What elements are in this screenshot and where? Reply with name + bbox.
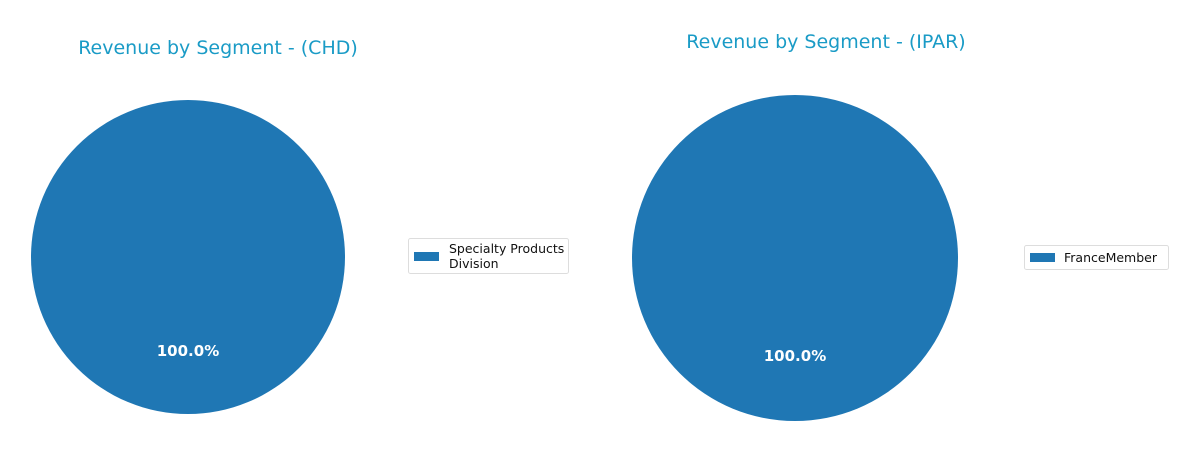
- pie-pct-label: 100.0%: [764, 347, 826, 365]
- pie-chart-chd: Revenue by Segment - (CHD) 100.0% Specia…: [31, 37, 569, 414]
- legend-label: FranceMember: [1064, 250, 1158, 265]
- legend-label: Division: [449, 256, 499, 271]
- legend-label: Specialty Products: [449, 241, 564, 256]
- legend: FranceMember: [1024, 245, 1169, 270]
- chart-title: Revenue by Segment - (CHD): [78, 37, 358, 59]
- pie-pct-label: 100.0%: [157, 342, 219, 360]
- legend-frame: [408, 238, 569, 274]
- legend-frame: [1024, 245, 1169, 270]
- pie: 100.0%: [31, 100, 345, 414]
- legend-swatch: [414, 252, 439, 261]
- legend-swatch: [1030, 253, 1055, 262]
- pie-chart-ipar: Revenue by Segment - (IPAR) 100.0% Franc…: [632, 31, 1169, 421]
- pie: 100.0%: [632, 95, 958, 421]
- legend: Specialty Products Division: [408, 238, 569, 274]
- pie-slice: [632, 95, 958, 421]
- chart-title: Revenue by Segment - (IPAR): [686, 31, 965, 53]
- pie-slice: [31, 100, 345, 414]
